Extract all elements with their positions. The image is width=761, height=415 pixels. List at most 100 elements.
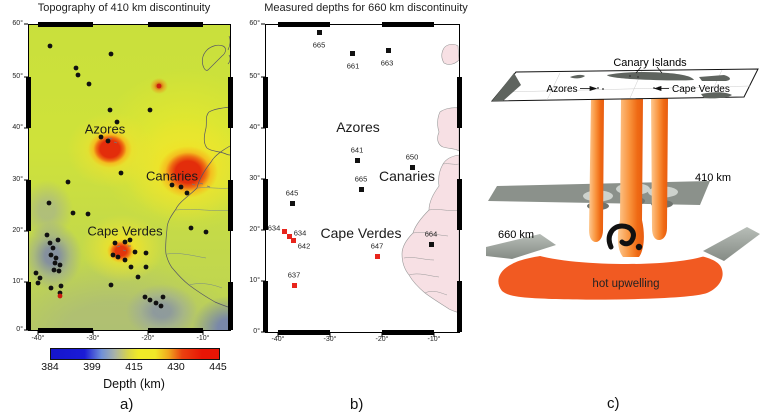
- map-b-frame: [261, 22, 462, 337]
- station-dot: [178, 184, 184, 190]
- station-dot: [147, 107, 153, 113]
- station-dot: [75, 72, 81, 78]
- depth-410-label: 410 km: [695, 172, 731, 184]
- station-dot: [105, 138, 111, 144]
- measurement-label-665: 665: [312, 40, 326, 50]
- depth-colorbar: [50, 348, 220, 360]
- station-dot: [50, 245, 56, 251]
- station-dot: [51, 267, 57, 273]
- lat-tick-a: 0°: [16, 326, 23, 333]
- measurement-label-665: 665: [354, 174, 368, 184]
- depth-colorbar-caption: Depth (km): [103, 377, 165, 391]
- canary-islands-label: Canary Islands: [613, 57, 687, 69]
- station-dot: [115, 254, 121, 260]
- lon-tick-b: -40°: [271, 336, 285, 343]
- station-dot: [135, 274, 141, 280]
- measurement-label-650: 650: [405, 152, 419, 162]
- station-dot: [44, 232, 50, 238]
- panel-a-letter: a): [120, 396, 134, 413]
- station-dot: [142, 294, 148, 300]
- lat-tick-b: 10°: [249, 277, 260, 284]
- measurement-label-645: 645: [285, 188, 299, 198]
- measurement-label-634: 634: [267, 223, 281, 233]
- station-dot: [55, 237, 61, 243]
- measurement-square-663: [385, 47, 391, 53]
- measurement-label-647: 647: [370, 241, 384, 251]
- station-dot: [122, 257, 128, 263]
- station-dot: [169, 182, 175, 188]
- lon-tick-b: -30°: [323, 336, 337, 343]
- plume-schematic: Canary Islands Azores Cape Verdes 410 km…: [486, 57, 760, 300]
- station-dot: [203, 229, 209, 235]
- lat-tick-b: 50°: [249, 73, 260, 80]
- hot-upwelling-blob: [498, 251, 723, 300]
- surface-landmasses: [492, 71, 732, 101]
- station-dot: [143, 250, 149, 256]
- station-dot: [47, 43, 53, 49]
- station-dot: [184, 190, 190, 196]
- lon-tick-a: -40°: [31, 335, 45, 342]
- panel-b-letter: b): [350, 396, 364, 413]
- station-dot: [47, 240, 53, 246]
- station-dot: [122, 239, 128, 245]
- measurement-square-665: [358, 186, 364, 192]
- lon-tick-b: -20°: [375, 336, 389, 343]
- station-dot: [58, 283, 64, 289]
- station-dot: [128, 264, 134, 270]
- station-dot: [160, 294, 166, 300]
- hot-upwelling-label: hot upwelling: [592, 278, 659, 290]
- lon-tick-a: -10°: [196, 335, 210, 342]
- map-a-stations: [33, 43, 209, 309]
- map-a-cape-verdes-label: Cape Verdes: [87, 223, 163, 239]
- measurement-square-634: [281, 228, 287, 234]
- colorbar-tick-445: 445: [209, 361, 227, 373]
- measurement-square-661: [349, 50, 355, 56]
- station-dot: [147, 297, 153, 303]
- station-dot: [56, 268, 62, 274]
- measurement-square-650: [409, 164, 415, 170]
- lat-tick-a: 60°: [12, 20, 23, 27]
- map-b-canaries-label: Canaries: [378, 168, 436, 184]
- station-dot: [108, 282, 114, 288]
- station-dot: [158, 303, 164, 309]
- station-dot: [70, 210, 76, 216]
- station-dot: [108, 51, 114, 57]
- station-dot: [46, 200, 52, 206]
- station-dot: [48, 285, 54, 291]
- station-dot: [110, 252, 116, 258]
- mantle-plumes: [589, 98, 668, 257]
- map-410-topography-field: [28, 24, 231, 330]
- depth-660-label: 660 km: [498, 229, 534, 241]
- lat-tick-b: 40°: [249, 124, 260, 131]
- station-dot: [132, 249, 138, 255]
- panel-c-letter: c): [607, 395, 620, 412]
- map-a-azores-label: Azores: [84, 121, 126, 137]
- station-dot: [107, 107, 113, 113]
- station-dot: [86, 81, 92, 87]
- boundary-660-left-wing: [486, 234, 556, 259]
- station-dot: [112, 240, 118, 246]
- station-dot: [65, 179, 71, 185]
- colorbar-tick-384: 384: [41, 361, 59, 373]
- measurement-square-645: [289, 200, 295, 206]
- station-dot: [37, 275, 43, 281]
- measurement-label-664: 664: [424, 229, 438, 239]
- lat-tick-a: 10°: [12, 278, 23, 285]
- map-b-landmasses: [401, 43, 460, 314]
- station-dot: [98, 134, 104, 140]
- station-dot: [143, 264, 149, 270]
- measurement-label-637: 637: [287, 270, 301, 280]
- station-dot: [188, 225, 194, 231]
- station-dot: [73, 65, 79, 71]
- measurement-label-661: 661: [346, 61, 360, 71]
- map-b-cape-verdes-label: Cape Verdes: [320, 225, 402, 241]
- colorbar-tick-415: 415: [125, 361, 143, 373]
- station-dot: [118, 170, 124, 176]
- lat-tick-a: 50°: [12, 73, 23, 80]
- lat-tick-b: 30°: [249, 175, 260, 182]
- station-dot-red: [156, 83, 162, 89]
- panel-a-title: Topography of 410 km discontinuity: [37, 2, 211, 14]
- lat-tick-a: 40°: [12, 124, 23, 131]
